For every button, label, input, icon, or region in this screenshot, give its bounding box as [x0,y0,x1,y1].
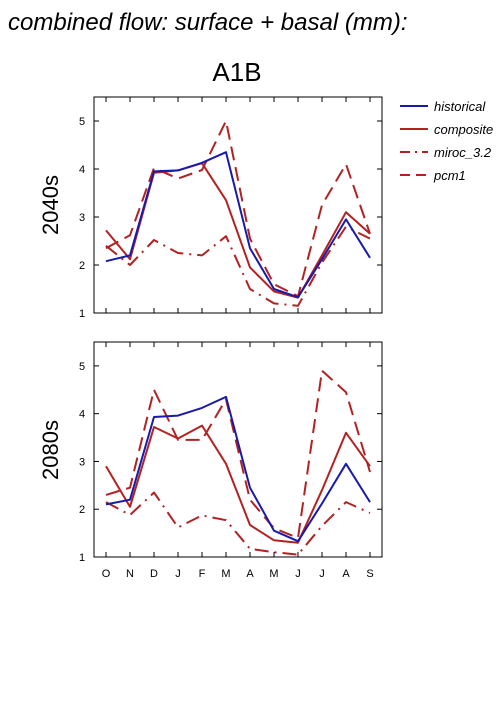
series-line-pcm1 [105,369,371,539]
legend-label-pcm1: pcm1 [433,168,466,183]
legend: historical composite miroc_3.2 pcm1 [400,99,493,183]
series-line-historical [105,151,371,299]
legend-label-historical: historical [434,99,486,114]
x-tick-label: S [366,568,373,580]
x-tick-label: O [102,568,111,580]
y-tick-label: 2 [79,260,85,272]
panel-2080s: 1 2 3 4 5 O N D J F M A M J J A S [79,341,383,580]
legend-label-composite: composite [434,122,493,137]
y-tick-label: 2 [79,504,85,516]
figure-title: combined flow: surface + basal (mm): [8,9,407,36]
scenario-title: A1B [212,57,261,87]
x-tick-label: M [221,568,230,580]
y-tick-label: 4 [79,409,85,421]
x-tick-label: A [246,568,254,580]
series-line-miroc-3-2 [105,491,371,556]
series-line-historical [105,395,371,543]
series-line-composite [105,162,371,299]
legend-label-miroc-3-2: miroc_3.2 [434,145,492,160]
y-tick-label: 3 [79,456,85,468]
row-label-top: 2040s [38,175,63,235]
x-tick-label: N [126,568,134,580]
panel-2040s: 1 2 3 4 5 [79,96,383,320]
row-label-bottom: 2080s [38,420,63,480]
plot-frame [93,96,383,314]
x-tick-label: J [175,568,181,580]
y-tick-label: 5 [79,361,85,373]
x-tick-label: F [199,568,206,580]
x-tick-label: A [342,568,350,580]
x-tick-label: J [319,568,325,580]
x-tick-label: M [269,568,278,580]
y-tick-label: 1 [79,308,85,320]
y-tick-label: 5 [79,116,85,128]
y-tick-label: 1 [79,552,85,564]
y-tick-label: 4 [79,164,85,176]
y-tick-label: 3 [79,212,85,224]
x-tick-label: J [295,568,301,580]
series-line-pcm1 [105,120,371,298]
series-line-miroc-3-2 [105,225,371,307]
x-tick-label: D [150,568,158,580]
series-line-composite [105,424,371,544]
plot-frame [93,341,383,558]
